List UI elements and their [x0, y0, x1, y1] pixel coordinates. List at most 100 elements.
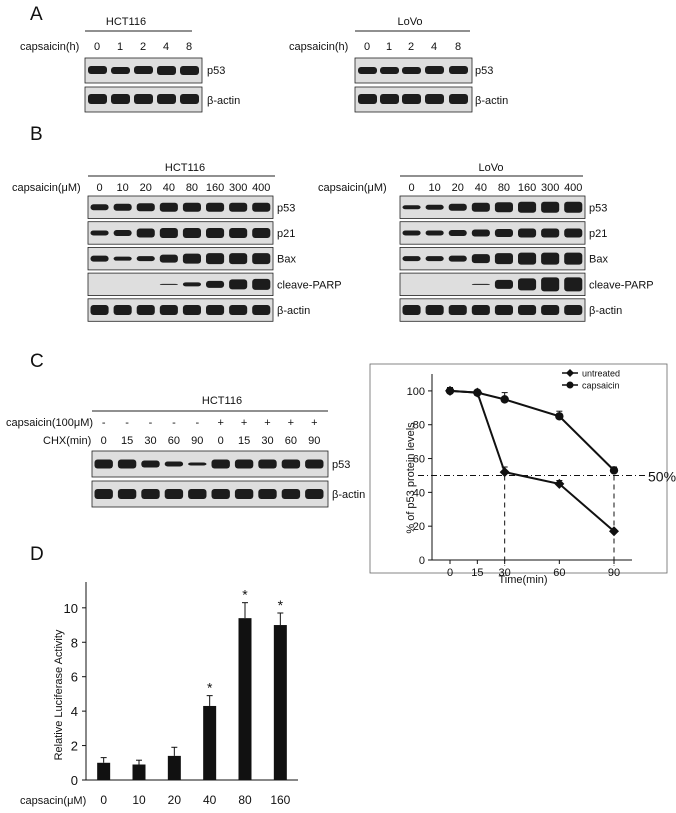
band [182, 202, 201, 212]
band [448, 255, 467, 262]
band [90, 305, 109, 316]
point-capsaicin [555, 412, 564, 421]
x-tick-label: 80 [238, 793, 252, 807]
blot-strip [87, 195, 274, 219]
bar [97, 762, 111, 780]
lane-label: 160 [206, 182, 224, 194]
band [564, 305, 583, 316]
chx-row-label: CHX(min) [43, 435, 91, 447]
band [182, 282, 201, 287]
lane-label: 10 [429, 182, 441, 194]
band [252, 278, 271, 290]
treatment-mark: + [217, 417, 223, 429]
band [258, 459, 277, 469]
band [448, 229, 467, 236]
blot-title: LoVo [478, 162, 503, 174]
significance-mark: * [207, 680, 213, 696]
lane-label: 400 [252, 182, 270, 194]
blot-strip [87, 298, 274, 322]
panel-a-lovo-blot: LoVo capsaicin(h) 0 1 2 4 8 p53 β-actin [289, 16, 508, 113]
bar [167, 755, 181, 780]
lane-label: 20 [140, 182, 152, 194]
blot-strip [399, 195, 586, 219]
bands-actin [88, 94, 199, 104]
legend-marker [566, 369, 574, 377]
band [425, 305, 444, 316]
band [448, 305, 467, 316]
lane-label: 0 [96, 182, 102, 194]
band [90, 204, 109, 211]
point-untreated [554, 478, 565, 489]
lane-label: 0 [364, 41, 370, 53]
lane-label: 80 [498, 182, 510, 194]
panel-label-d: D [30, 544, 44, 565]
band [252, 305, 271, 316]
band [425, 256, 444, 262]
band [206, 280, 225, 288]
legend-label: capsaicin [582, 381, 620, 391]
band [164, 461, 184, 467]
y-tick-label: 0 [71, 773, 78, 788]
panel-label-a: A [30, 4, 43, 25]
lane-label: 1 [386, 41, 392, 53]
treatment-mark: + [288, 417, 294, 429]
blot-strip [399, 221, 586, 245]
lane-label: 1 [117, 41, 123, 53]
band [518, 305, 537, 316]
band [182, 253, 201, 264]
protein-label: p21 [589, 228, 607, 240]
lane-label: 8 [186, 41, 192, 53]
dose-row-label: capsaicin(μM) [12, 182, 81, 194]
band [229, 202, 248, 212]
lane-label: 40 [163, 182, 175, 194]
band [494, 279, 513, 289]
band [518, 228, 537, 238]
significance-mark: * [278, 597, 284, 613]
band [136, 228, 155, 238]
band [471, 229, 490, 237]
point-untreated [609, 526, 619, 537]
series-line-untreated [449, 389, 615, 533]
band [518, 278, 537, 291]
y-tick-label: 4 [71, 704, 78, 719]
blot-title: HCT116 [165, 162, 205, 174]
band [159, 227, 178, 238]
y-tick-label: 8 [71, 635, 78, 650]
panel-c-chx-blot: HCT116 capsaicin(100μM) CHX(min) - - - - - + +… [6, 395, 365, 508]
x-tick-label: 160 [270, 793, 290, 807]
bands-p53 [88, 66, 199, 75]
protein-label: p53 [207, 65, 225, 77]
y-tick-label: 20 [413, 521, 425, 533]
legend-label: untreated [582, 369, 620, 379]
y-tick-label: 6 [71, 670, 78, 685]
band [136, 203, 155, 212]
band [164, 489, 184, 499]
panel-b-lovo-blot: LoVo capsaicin(μM) 0 10 20 40 80 160 300 400 p53… [318, 162, 654, 322]
bands-p53 [358, 66, 468, 74]
x-tick-label: 15 [471, 567, 483, 579]
chx-time-label: 15 [238, 435, 250, 447]
reference-label: 50% [648, 468, 676, 484]
band [159, 283, 178, 285]
point-capsaicin [473, 388, 482, 397]
treatment-mark: - [125, 417, 129, 429]
protein-label: p53 [589, 202, 607, 214]
band [471, 254, 490, 264]
band [564, 228, 583, 238]
lane-label: 2 [408, 41, 414, 53]
x-tick-label: 60 [553, 567, 565, 579]
y-axis-label: % of p53 protein levels [405, 422, 417, 534]
treatment-row-label: capsaicin(100μM) [6, 417, 93, 429]
panel-label-b: B [30, 124, 43, 145]
blot-strip [87, 246, 274, 271]
band [182, 227, 201, 238]
panel-d-luciferase-chart: Relative Luciferase Activity capsacin(μM… [20, 582, 298, 807]
lane-label: 0 [408, 182, 414, 194]
y-axis-label: Relative Luciferase Activity [53, 629, 65, 760]
bar [203, 705, 217, 780]
dose-row-label: capsaicin(h) [289, 41, 348, 53]
band [113, 203, 132, 211]
lane-label: 400 [564, 182, 582, 194]
band [471, 305, 490, 316]
band [188, 489, 207, 499]
